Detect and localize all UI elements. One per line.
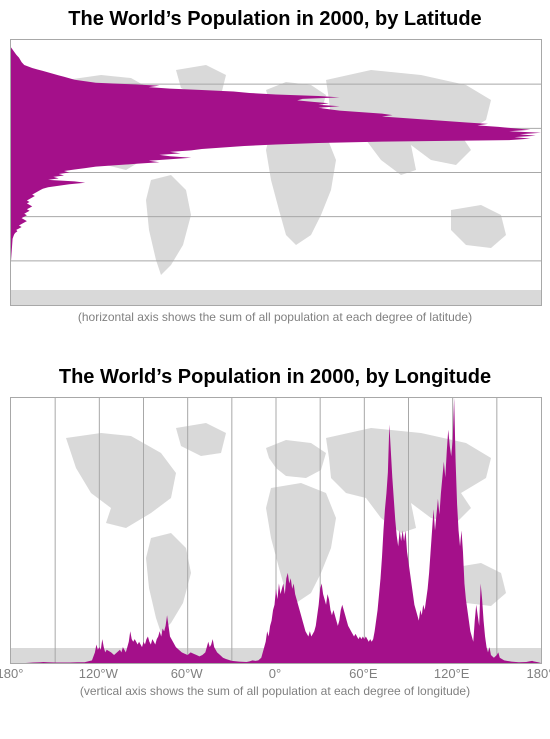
south-america-shape xyxy=(146,175,191,275)
longitude-panel: The World’s Population in 2000, by Longi… xyxy=(0,366,550,698)
lon-tick-label: 120°W xyxy=(79,666,118,681)
antarctica-shape xyxy=(11,290,541,305)
australia-shape xyxy=(451,205,506,248)
lon-tick-label: 60°E xyxy=(349,666,377,681)
lon-tick-label: 180° xyxy=(0,666,23,681)
latitude-plot xyxy=(10,39,542,306)
lon-tick-label: 0° xyxy=(269,666,281,681)
north-america-shape xyxy=(66,433,176,528)
lon-tick-label: 60°W xyxy=(171,666,203,681)
longitude-svg xyxy=(11,398,541,663)
lon-tick-label: 120°E xyxy=(434,666,470,681)
latitude-caption: (horizontal axis shows the sum of all po… xyxy=(0,310,550,324)
longitude-axis-labels: 180°120°W60°W0°60°E120°E180° xyxy=(10,666,540,684)
south-america-shape xyxy=(146,533,191,633)
latitude-panel: The World’s Population in 2000, by Latit… xyxy=(0,0,550,324)
europe-shape xyxy=(266,440,326,478)
longitude-caption: (vertical axis shows the sum of all popu… xyxy=(0,684,550,698)
panel-gap xyxy=(0,324,550,366)
longitude-plot xyxy=(10,397,542,664)
lon-tick-label: 180° xyxy=(527,666,550,681)
latitude-title: The World’s Population in 2000, by Latit… xyxy=(0,8,550,31)
latitude-svg xyxy=(11,40,541,305)
longitude-title: The World’s Population in 2000, by Longi… xyxy=(0,366,550,389)
greenland-shape xyxy=(176,423,226,456)
